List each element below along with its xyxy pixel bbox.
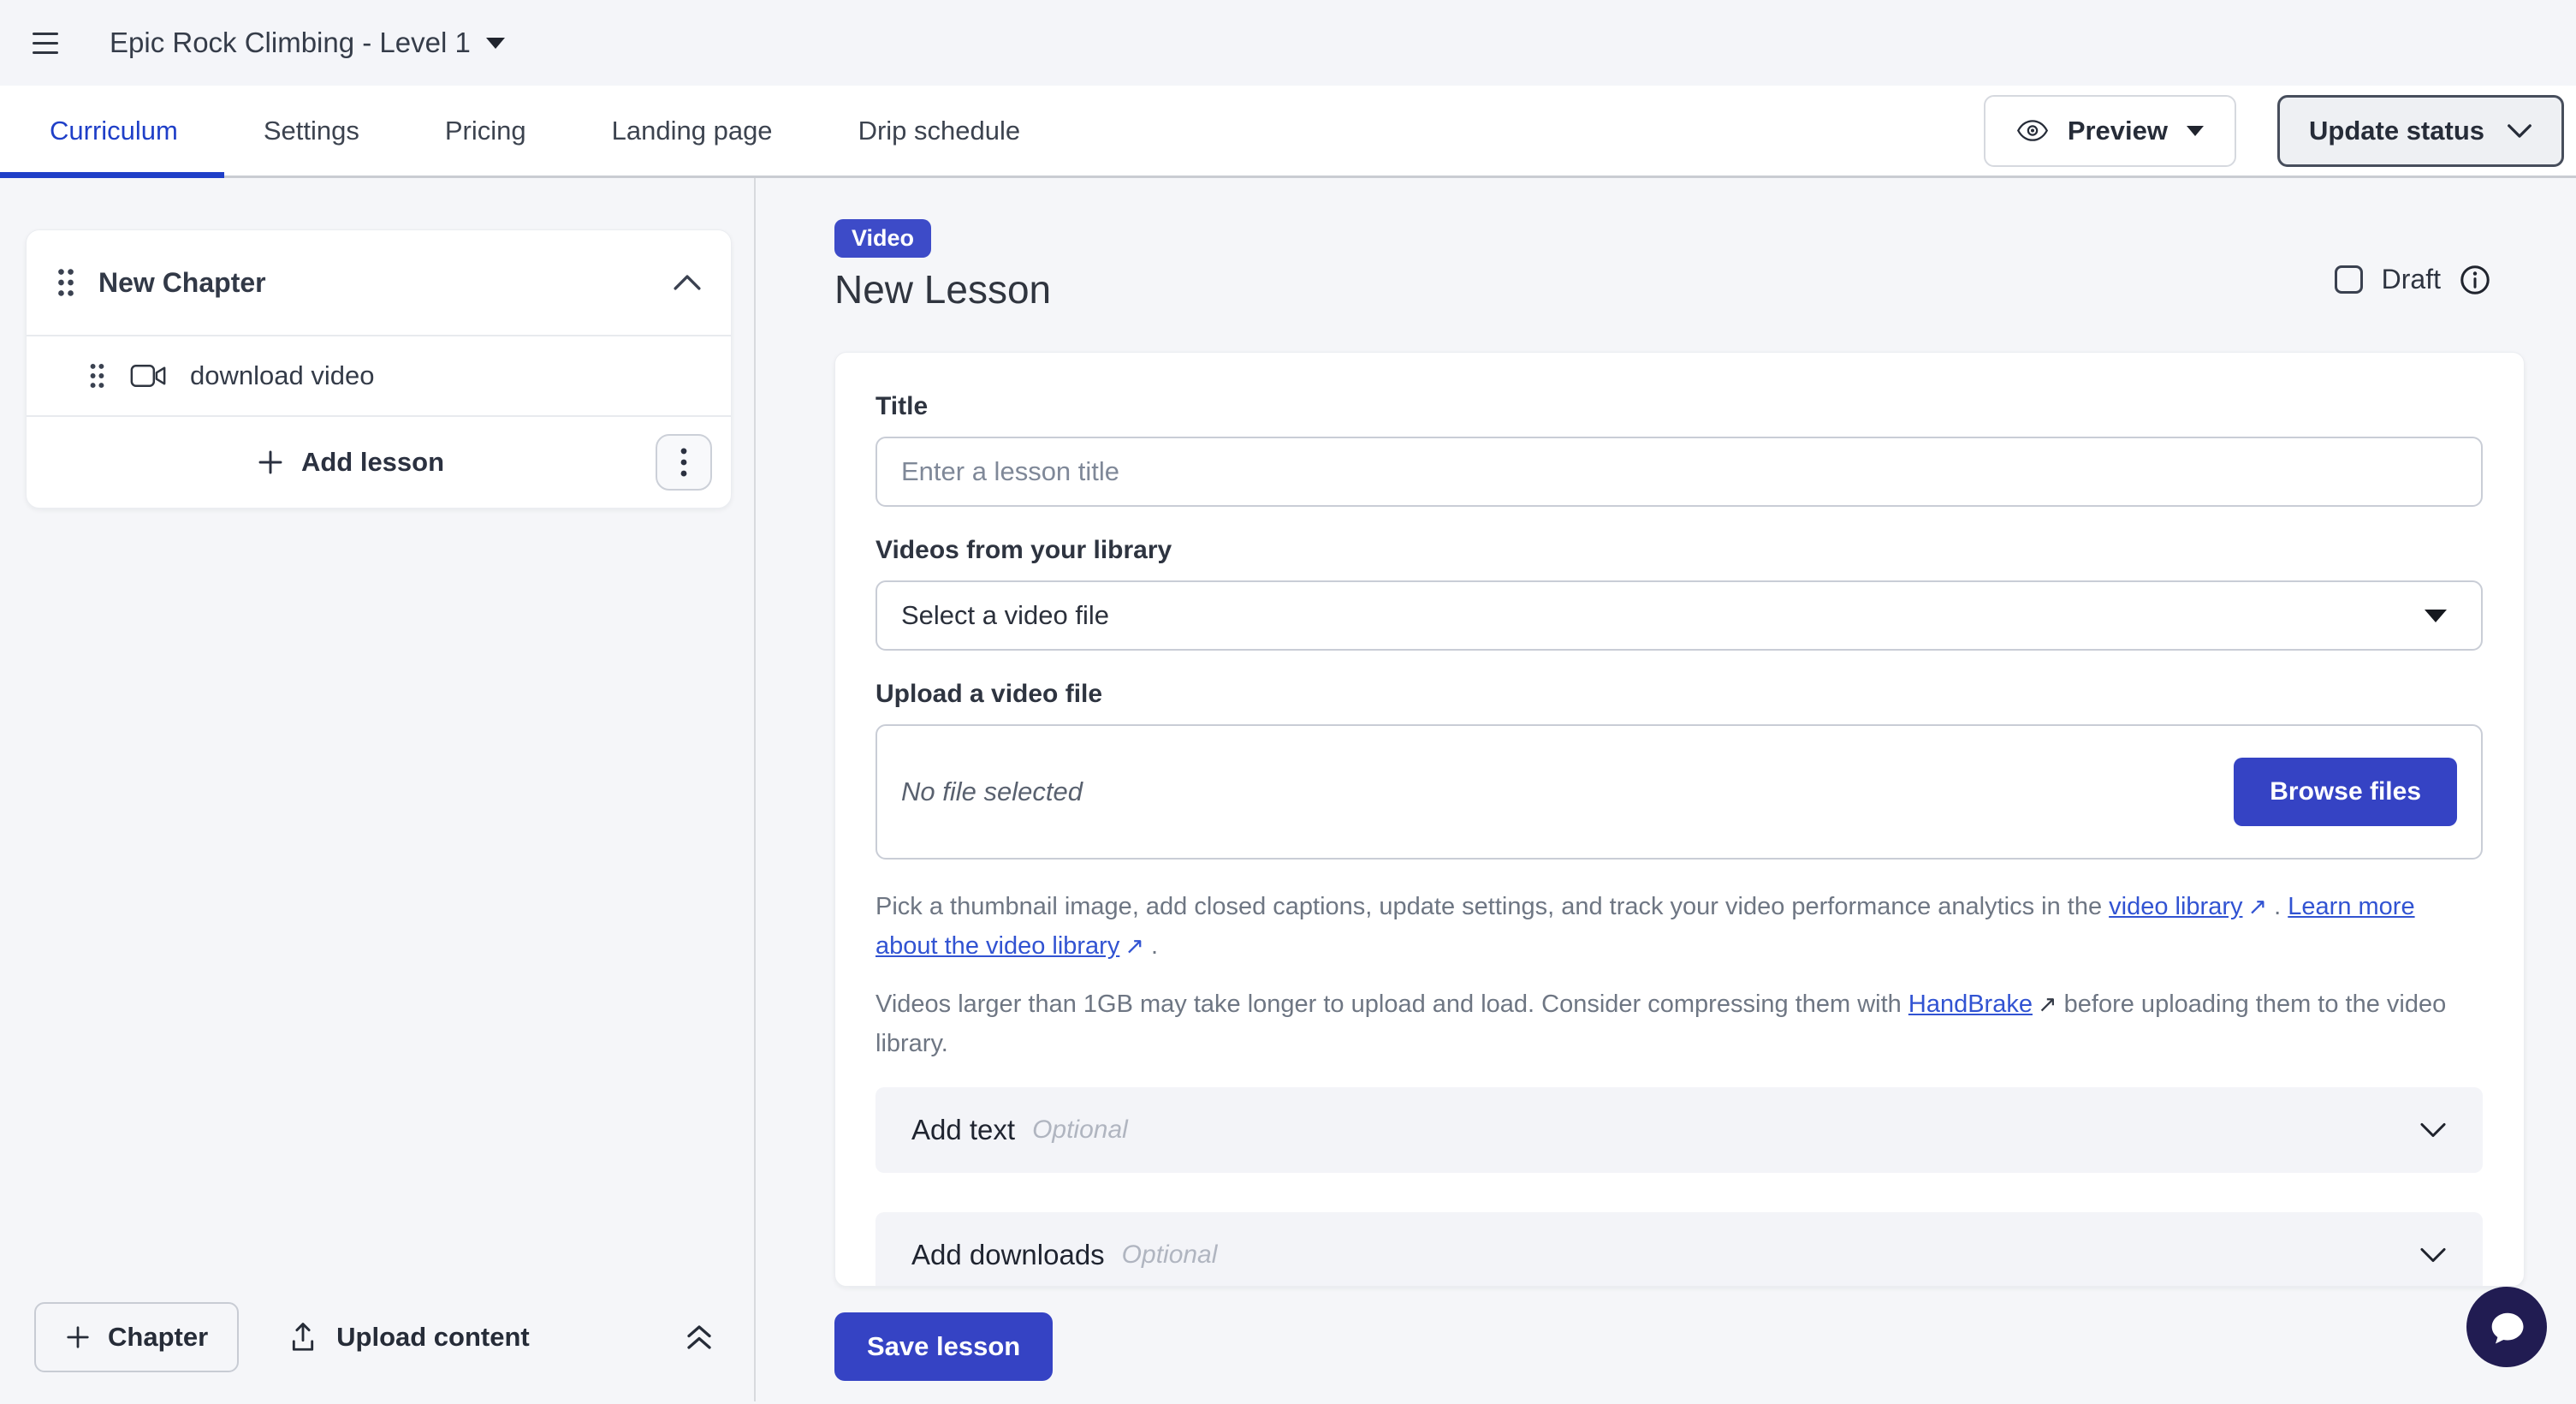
- draft-toggle-row: Draft: [2334, 264, 2490, 295]
- no-file-selected-text: No file selected: [901, 776, 1083, 806]
- help-text-segment: Pick a thumbnail image, add closed capti…: [875, 893, 2110, 920]
- add-text-optional-label: Optional: [1032, 1115, 1128, 1144]
- lesson-title-input[interactable]: [875, 437, 2483, 507]
- tabbar-actions: Preview Update status: [1983, 94, 2564, 167]
- upload-video-group: Upload a video file No file selected Bro…: [875, 680, 2483, 860]
- link-label: video library: [2109, 893, 2243, 920]
- file-upload-dropzone: No file selected Browse files: [875, 724, 2483, 860]
- chevron-down-icon: [2419, 1246, 2447, 1264]
- divider: [27, 415, 731, 417]
- add-downloads-section[interactable]: Add downloads Optional: [875, 1212, 2483, 1286]
- upload-icon: [288, 1321, 318, 1353]
- video-camera-icon: [130, 364, 166, 388]
- help-text-segment: before uploading them to the video libra…: [875, 991, 2447, 1057]
- tab-settings[interactable]: Settings: [263, 115, 359, 146]
- draft-checkbox[interactable]: [2334, 265, 2363, 294]
- link-label: HandBrake: [1908, 991, 2033, 1018]
- lesson-title: download video: [190, 360, 375, 390]
- sidebar-footer: Chapter Upload content: [0, 1302, 754, 1372]
- lesson-editor-panel: Video New Lesson Draft Title: [756, 178, 2576, 1401]
- chapter-options-button[interactable]: [656, 434, 712, 491]
- link-label: Learn more about the video library: [875, 893, 2415, 960]
- caret-down-icon: [2187, 125, 2205, 136]
- external-link-icon: ↗: [2247, 894, 2268, 919]
- content-area: New Chapter: [0, 178, 2576, 1401]
- learn-more-video-library-link[interactable]: Learn more about the video library ↗: [875, 893, 2415, 960]
- video-library-selected-value: Select a video file: [901, 600, 1109, 630]
- hamburger-menu-icon[interactable]: [33, 32, 58, 54]
- add-text-label: Add text: [911, 1114, 1016, 1145]
- draft-label: Draft: [2381, 264, 2441, 294]
- browse-files-button[interactable]: Browse files: [2234, 758, 2457, 826]
- compression-help-text: Videos larger than 1GB may take longer t…: [875, 985, 2483, 1063]
- add-downloads-label: Add downloads: [911, 1239, 1105, 1270]
- chat-bubble-icon: [2484, 1305, 2529, 1349]
- chevron-down-icon: [2507, 123, 2532, 139]
- tabbar: Curriculum Settings Pricing Landing page…: [0, 86, 2576, 178]
- plus-icon: [257, 449, 284, 476]
- save-lesson-button[interactable]: Save lesson: [834, 1312, 1054, 1381]
- divider: [27, 335, 731, 336]
- add-lesson-row: Add lesson: [27, 417, 731, 508]
- tab-drip-schedule[interactable]: Drip schedule: [858, 115, 1021, 146]
- video-library-select[interactable]: Select a video file: [875, 580, 2483, 651]
- lesson-header-left: Video New Lesson: [834, 219, 1051, 312]
- drag-handle-icon[interactable]: [56, 267, 76, 298]
- upload-video-label: Upload a video file: [875, 680, 1103, 708]
- handbrake-link[interactable]: HandBrake: [1908, 991, 2033, 1018]
- add-lesson-button[interactable]: Add lesson: [45, 447, 656, 478]
- add-chapter-button[interactable]: Chapter: [34, 1302, 240, 1372]
- collapse-all-icon[interactable]: [684, 1323, 715, 1352]
- add-lesson-label: Add lesson: [300, 447, 445, 477]
- upload-content-button[interactable]: Upload content: [288, 1321, 530, 1353]
- chevron-down-icon: [2419, 1121, 2447, 1139]
- help-text-segment: .: [1143, 932, 1159, 960]
- preview-button-label: Preview: [2067, 115, 2169, 146]
- curriculum-sidebar: New Chapter: [0, 178, 756, 1401]
- add-text-section[interactable]: Add text Optional: [875, 1087, 2483, 1173]
- chapter-title: New Chapter: [98, 266, 266, 298]
- video-library-label: Videos from your library: [875, 536, 1172, 564]
- chapter-card: New Chapter: [26, 229, 732, 509]
- title-field-label: Title: [875, 392, 929, 420]
- video-library-help-text: Pick a thumbnail image, add closed capti…: [875, 887, 2483, 966]
- course-title-dropdown[interactable]: Epic Rock Climbing - Level 1: [110, 27, 505, 59]
- eye-icon: [2016, 119, 2049, 142]
- course-title: Epic Rock Climbing - Level 1: [110, 27, 471, 58]
- external-link-icon: ↗: [1125, 933, 1144, 959]
- chat-widget-button[interactable]: [2466, 1287, 2547, 1367]
- kebab-icon: [680, 448, 687, 477]
- active-tab-indicator: [0, 172, 224, 178]
- chapter-header[interactable]: New Chapter: [27, 230, 731, 335]
- tab-landing-page[interactable]: Landing page: [611, 115, 773, 146]
- chevron-up-icon[interactable]: [673, 274, 702, 291]
- lesson-type-badge: Video: [834, 219, 932, 258]
- tab-curriculum[interactable]: Curriculum: [50, 115, 178, 146]
- page-title: New Lesson: [834, 267, 1052, 312]
- lesson-row-download-video[interactable]: download video: [27, 336, 731, 415]
- info-icon[interactable]: [2460, 265, 2490, 295]
- video-library-link[interactable]: video library ↗: [2109, 893, 2267, 920]
- lesson-header: Video New Lesson Draft: [834, 219, 2525, 312]
- topbar: Epic Rock Climbing - Level 1: [0, 0, 2576, 86]
- video-library-group: Videos from your library Select a video …: [875, 536, 2483, 651]
- update-status-label: Update status: [2309, 115, 2484, 146]
- add-downloads-optional-label: Optional: [1121, 1240, 1218, 1269]
- preview-button[interactable]: Preview: [1983, 94, 2237, 167]
- update-status-button[interactable]: Update status: [2277, 94, 2564, 167]
- plus-icon: [65, 1324, 91, 1350]
- caret-down-icon: [485, 37, 505, 49]
- external-link-icon: ↗: [2037, 991, 2057, 1017]
- help-text-segment: .: [2267, 893, 2288, 920]
- lesson-form-card: Title Videos from your library Select a …: [834, 352, 2525, 1287]
- upload-content-label: Upload content: [336, 1322, 530, 1352]
- add-chapter-label: Chapter: [108, 1322, 209, 1352]
- help-text-segment: Videos larger than 1GB may take longer t…: [875, 991, 1908, 1018]
- caret-down-icon: [2425, 609, 2447, 622]
- drag-handle-icon[interactable]: [88, 362, 106, 390]
- tab-pricing[interactable]: Pricing: [444, 115, 526, 146]
- title-field-group: Title: [875, 392, 2483, 507]
